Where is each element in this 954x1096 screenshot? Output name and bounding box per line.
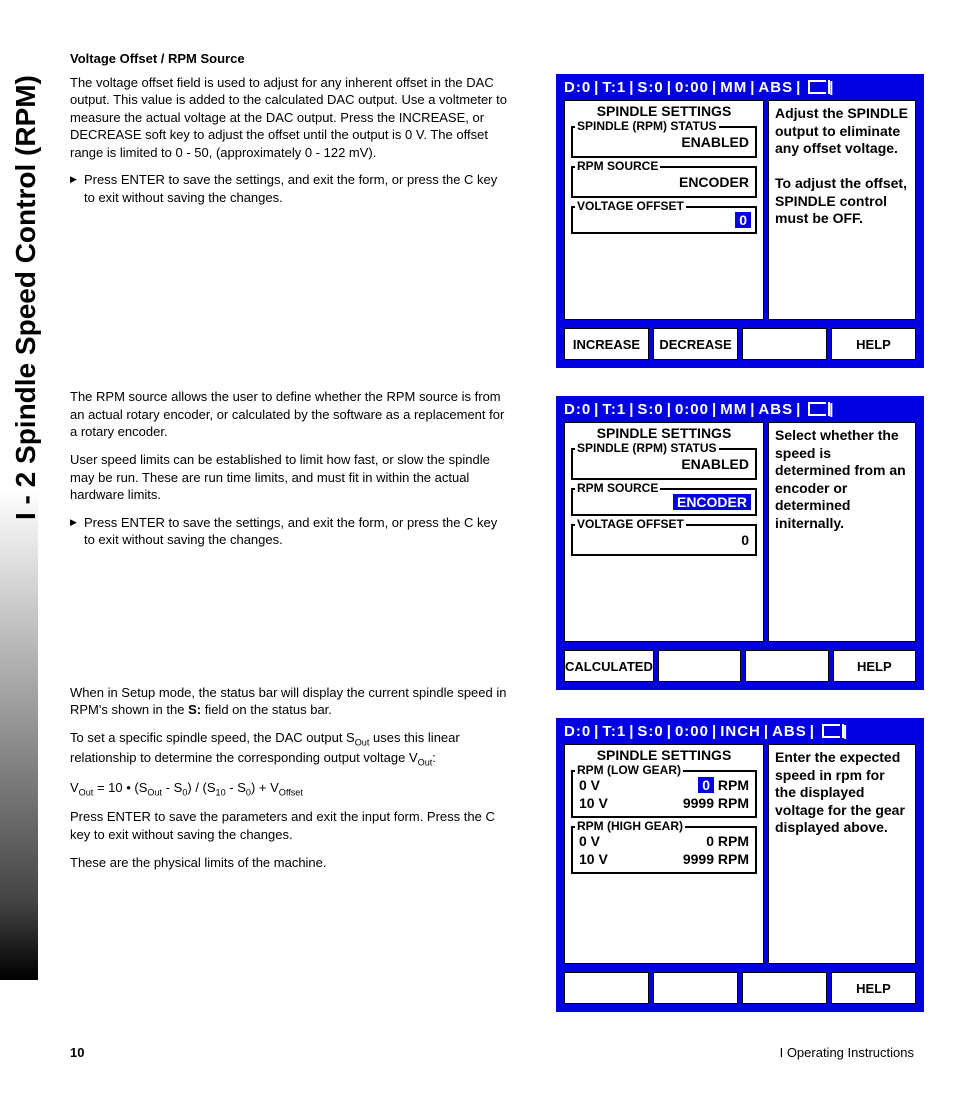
side-title: I - 2 Spindle Speed Control (RPM) bbox=[10, 75, 42, 520]
field-rpm-low-gear: RPM (LOW GEAR) 0 V0 RPM 10 V9999 RPM bbox=[571, 770, 757, 818]
field-voltage-offset: VOLTAGE OFFSET 0 bbox=[571, 524, 757, 556]
field-rpm-high-gear: RPM (HIGH GEAR) 0 V0 RPM 10 V9999 RPM bbox=[571, 826, 757, 874]
bullet: Press ENTER to save the settings, and ex… bbox=[70, 171, 510, 206]
paragraph: To set a specific spindle speed, the DAC… bbox=[70, 729, 510, 769]
offset-value[interactable]: 0 bbox=[735, 212, 751, 228]
paragraph: These are the physical limits of the mac… bbox=[70, 854, 510, 872]
softkey-help[interactable]: HELP bbox=[831, 972, 916, 1004]
screen-voltage-offset: D:0| T:1| S:0| 0:00| MM| ABS| | SPINDLE … bbox=[556, 74, 924, 368]
settings-pane: SPINDLE SETTINGS SPINDLE (RPM) STATUS EN… bbox=[564, 100, 764, 320]
paragraph: Press ENTER to save the parameters and e… bbox=[70, 808, 510, 843]
softkeys: CALCULATED HELP bbox=[564, 650, 916, 682]
status-bar: D:0| T:1| S:0| 0:00| MM| ABS| | bbox=[564, 398, 916, 420]
section-heading: Voltage Offset / RPM Source bbox=[70, 50, 510, 68]
equation: VOut = 10 • (SOut - S0) / (S10 - S0) + V… bbox=[70, 779, 510, 799]
rpm-source-value[interactable]: ENCODER bbox=[673, 494, 751, 510]
softkeys: INCREASE DECREASE HELP bbox=[564, 328, 916, 360]
status-bar: D:0| T:1| S:0| 0:00| INCH| ABS| | bbox=[564, 720, 916, 742]
status-bar: D:0| T:1| S:0| 0:00| MM| ABS| | bbox=[564, 76, 916, 98]
printer-icon bbox=[808, 402, 826, 416]
softkey-help[interactable]: HELP bbox=[831, 328, 916, 360]
paragraph: The voltage offset field is used to adju… bbox=[70, 74, 510, 162]
footer-right: I Operating Instructions bbox=[780, 1045, 914, 1060]
help-pane: Adjust the SPINDLE output to eliminate a… bbox=[768, 100, 916, 320]
field-spindle-status: SPINDLE (RPM) STATUS ENABLED bbox=[571, 126, 757, 158]
help-pane: Enter the expected speed in rpm for the … bbox=[768, 744, 916, 964]
screen-rpm-source: D:0| T:1| S:0| 0:00| MM| ABS| | SPINDLE … bbox=[556, 396, 924, 690]
paragraph: When in Setup mode, the status bar will … bbox=[70, 684, 510, 719]
softkey-increase[interactable]: INCREASE bbox=[564, 328, 649, 360]
softkey-calculated[interactable]: CALCULATED bbox=[564, 650, 654, 682]
low-gear-0v-value[interactable]: 0 bbox=[698, 777, 714, 793]
page-number: 10 bbox=[70, 1045, 84, 1060]
settings-pane: SPINDLE SETTINGS RPM (LOW GEAR) 0 V0 RPM… bbox=[564, 744, 764, 964]
field-voltage-offset: VOLTAGE OFFSET 0 bbox=[571, 206, 757, 234]
softkey-empty[interactable] bbox=[742, 972, 827, 1004]
screenshots-column: D:0| T:1| S:0| 0:00| MM| ABS| | SPINDLE … bbox=[556, 74, 924, 1040]
text-content: Voltage Offset / RPM Source The voltage … bbox=[70, 50, 510, 881]
paragraph: The RPM source allows the user to define… bbox=[70, 388, 510, 441]
help-pane: Select whether the speed is determined f… bbox=[768, 422, 916, 642]
field-spindle-status: SPINDLE (RPM) STATUS ENABLED bbox=[571, 448, 757, 480]
bullet: Press ENTER to save the settings, and ex… bbox=[70, 514, 510, 549]
field-rpm-source: RPM SOURCE ENCODER bbox=[571, 488, 757, 516]
softkey-decrease[interactable]: DECREASE bbox=[653, 328, 738, 360]
softkey-empty[interactable] bbox=[745, 650, 828, 682]
softkey-help[interactable]: HELP bbox=[833, 650, 916, 682]
softkeys: HELP bbox=[564, 972, 916, 1004]
field-rpm-source: RPM SOURCE ENCODER bbox=[571, 166, 757, 198]
screen-rpm-gear: D:0| T:1| S:0| 0:00| INCH| ABS| | SPINDL… bbox=[556, 718, 924, 1012]
paragraph: User speed limits can be established to … bbox=[70, 451, 510, 504]
softkey-empty[interactable] bbox=[653, 972, 738, 1004]
printer-icon bbox=[808, 80, 826, 94]
softkey-empty[interactable] bbox=[742, 328, 827, 360]
settings-pane: SPINDLE SETTINGS SPINDLE (RPM) STATUS EN… bbox=[564, 422, 764, 642]
softkey-empty[interactable] bbox=[658, 650, 741, 682]
printer-icon bbox=[822, 724, 840, 738]
softkey-empty[interactable] bbox=[564, 972, 649, 1004]
